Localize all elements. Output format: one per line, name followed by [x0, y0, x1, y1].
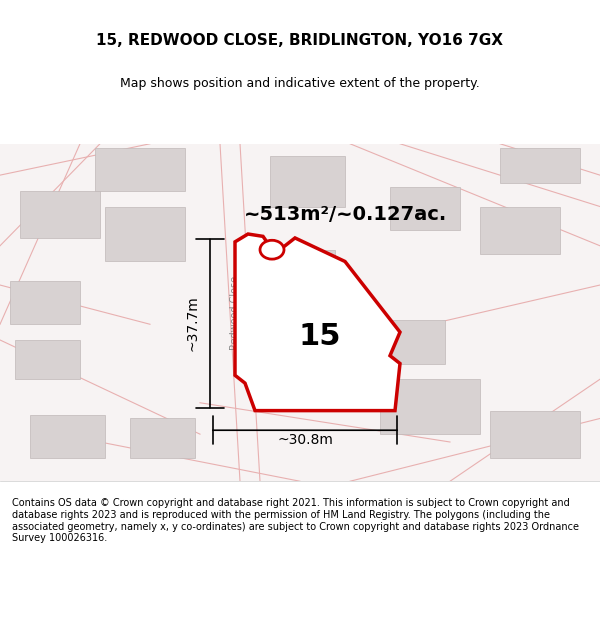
Bar [500, 148, 580, 183]
Bar [130, 419, 195, 457]
Bar [105, 206, 185, 261]
Text: ~513m²/~0.127ac.: ~513m²/~0.127ac. [244, 205, 446, 224]
Bar [30, 414, 105, 458]
Bar [390, 187, 460, 230]
Text: Contains OS data © Crown copyright and database right 2021. This information is : Contains OS data © Crown copyright and d… [12, 499, 579, 543]
Bar [10, 281, 80, 324]
Bar [270, 156, 345, 206]
Text: Redwood Close: Redwood Close [230, 276, 240, 349]
Text: 15, REDWOOD CLOSE, BRIDLINGTON, YO16 7GX: 15, REDWOOD CLOSE, BRIDLINGTON, YO16 7GX [97, 32, 503, 48]
Text: ~30.8m: ~30.8m [277, 432, 333, 447]
Bar [490, 411, 580, 458]
Bar [480, 206, 560, 254]
Text: Map shows position and indicative extent of the property.: Map shows position and indicative extent… [120, 77, 480, 90]
Bar [380, 379, 480, 434]
Bar [20, 191, 100, 238]
Text: ~37.7m: ~37.7m [185, 296, 199, 351]
Bar [15, 340, 80, 379]
Circle shape [260, 240, 284, 259]
Polygon shape [235, 234, 400, 411]
Text: 15: 15 [299, 321, 341, 351]
Bar [370, 321, 445, 364]
Bar [95, 148, 185, 191]
Bar [265, 250, 335, 293]
